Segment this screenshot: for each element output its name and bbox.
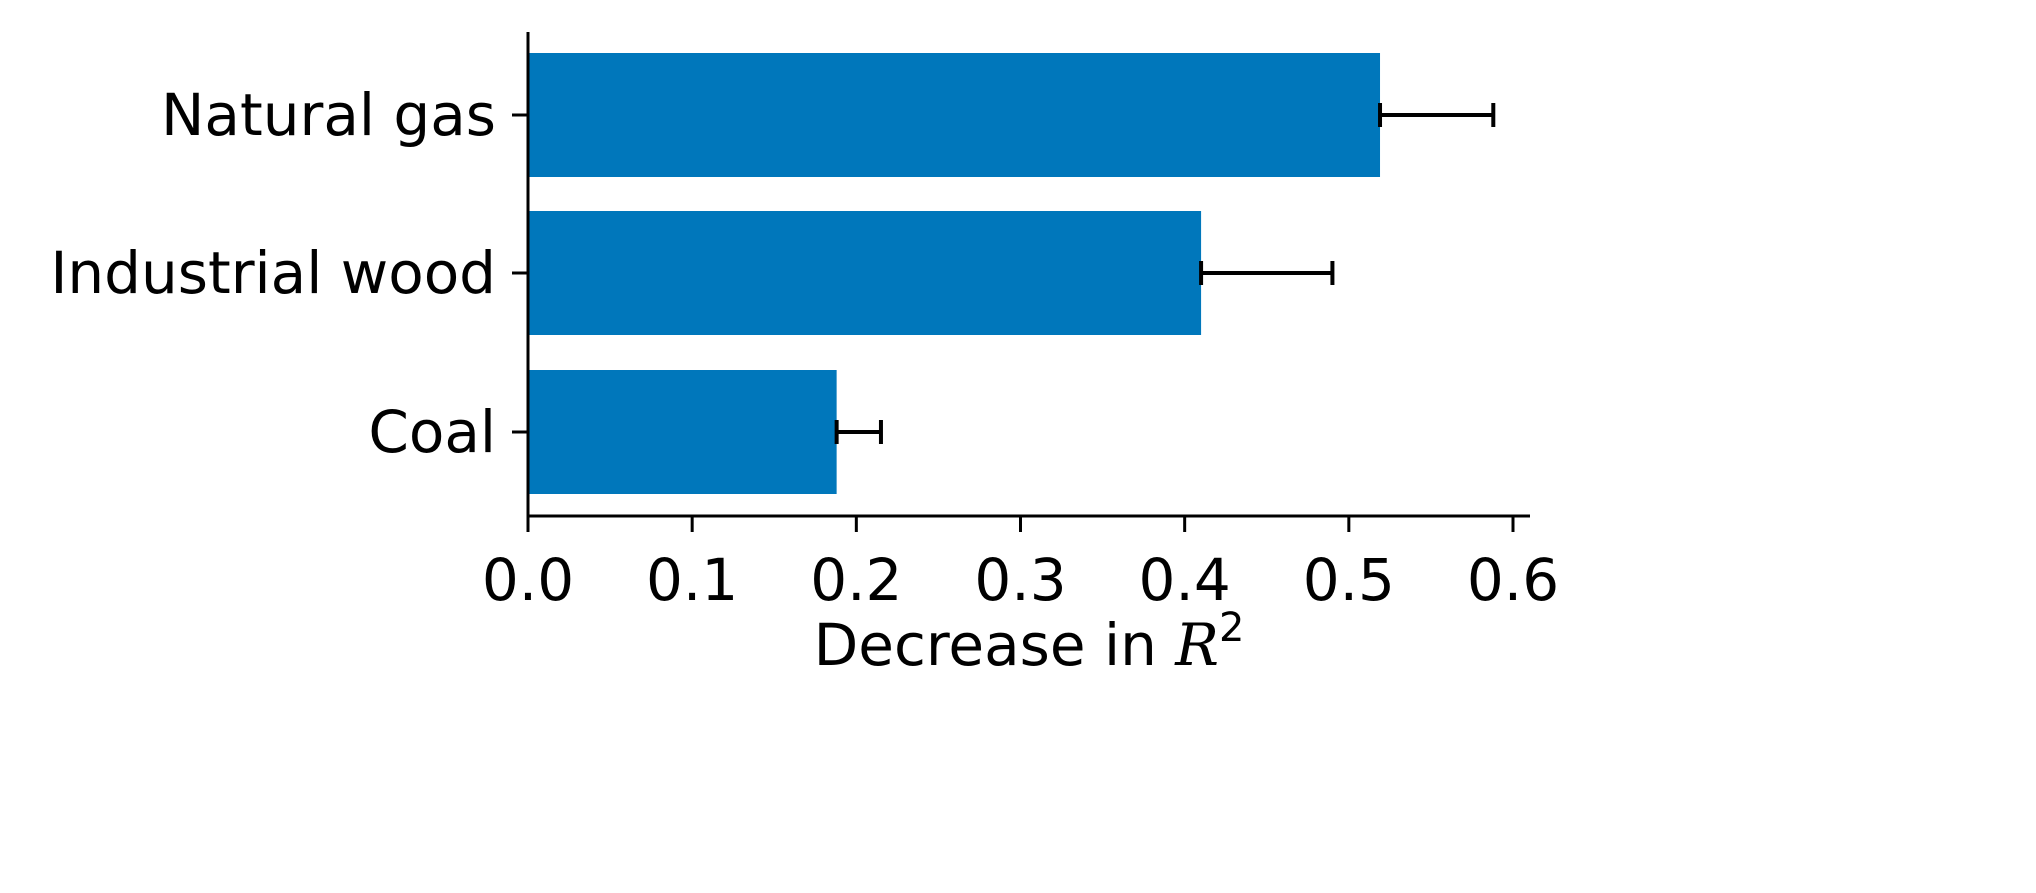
y-tick-label: Coal: [368, 398, 496, 466]
error-bars-layer: [834, 103, 1496, 444]
bar-2: [528, 370, 837, 494]
x-axis-title-math: R: [1174, 611, 1219, 679]
x-axis-title-text: Decrease in: [814, 611, 1176, 679]
bars-layer: [528, 53, 1381, 494]
x-tick-label: 0.2: [810, 546, 902, 614]
x-tick-label: 0.5: [1303, 546, 1395, 614]
x-tick-label: 0.0: [482, 546, 574, 614]
x-tick-label: 0.4: [1139, 546, 1231, 614]
x-ticks-layer: 0.0 0.1 0.2 0.3 0.4 0.5 0.6: [482, 516, 1559, 614]
error-bar-0: [1378, 103, 1496, 127]
y-ticks-layer: Natural gas Industrial wood Coal: [50, 81, 528, 466]
x-tick-label: 0.1: [646, 546, 738, 614]
x-axis-title-superscript: 2: [1219, 605, 1244, 651]
y-tick-label: Natural gas: [161, 81, 496, 149]
bar-1: [528, 211, 1202, 335]
y-tick-label: Industrial wood: [50, 239, 496, 307]
x-tick-label: 0.3: [974, 546, 1066, 614]
error-bar-1: [1199, 261, 1335, 285]
bar-0: [528, 53, 1381, 177]
x-tick-label: 0.6: [1467, 546, 1559, 614]
x-axis-title: Decrease in R2: [814, 605, 1245, 679]
error-bar-2: [834, 420, 883, 444]
